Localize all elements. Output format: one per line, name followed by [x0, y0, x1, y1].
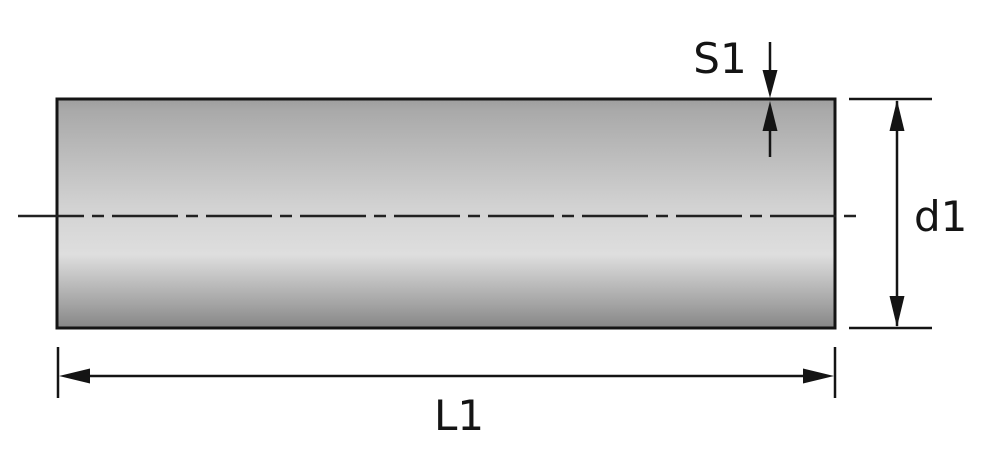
l1-right-arrow-icon: [803, 368, 834, 384]
s1-label: S1: [693, 34, 746, 83]
d1-label: d1: [914, 192, 967, 241]
l1-label: L1: [434, 391, 484, 440]
tube-body: [55, 97, 837, 330]
dimension-l1: L1: [56, 347, 837, 440]
d1-up-arrow-icon: [889, 100, 905, 131]
s1-down-arrow-icon: [762, 70, 778, 98]
l1-left-arrow-icon: [59, 368, 90, 384]
d1-down-arrow-icon: [889, 296, 905, 327]
s1-up-arrow-icon: [762, 101, 778, 131]
dimension-s1: S1: [693, 34, 778, 157]
dimension-d1: d1: [849, 97, 967, 330]
